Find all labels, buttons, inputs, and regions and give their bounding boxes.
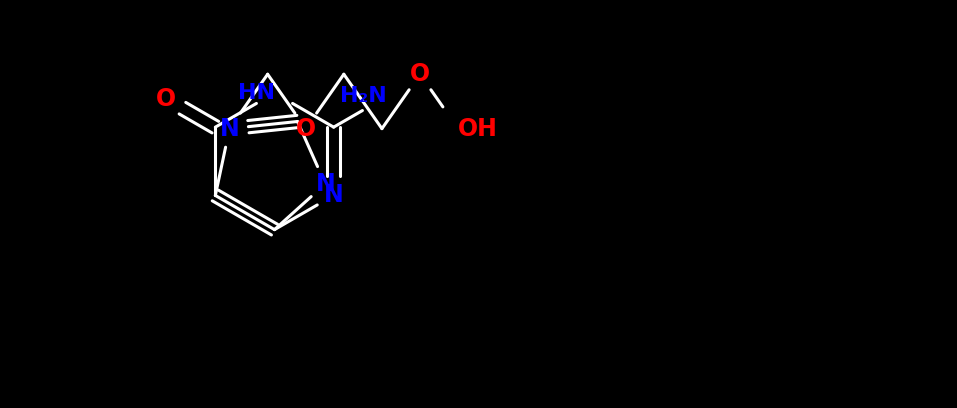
Text: N: N: [316, 172, 335, 196]
Text: O: O: [156, 86, 176, 111]
Text: N: N: [220, 117, 239, 141]
Text: O: O: [296, 117, 316, 141]
Text: HN: HN: [237, 83, 275, 103]
Text: H₂N: H₂N: [341, 86, 387, 106]
Text: N: N: [323, 184, 344, 207]
Text: O: O: [410, 62, 430, 86]
Text: OH: OH: [458, 117, 498, 141]
